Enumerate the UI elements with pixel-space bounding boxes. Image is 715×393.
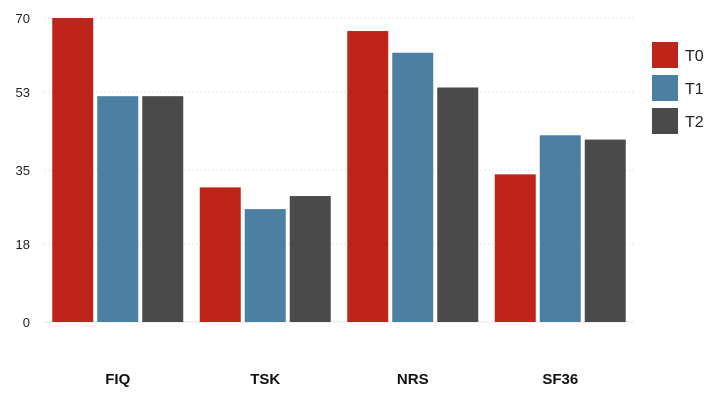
y-axis-ticks: 0 18 35 53 70	[16, 11, 30, 330]
bar-nrs-t2	[437, 87, 479, 322]
x-category-label: NRS	[397, 371, 429, 388]
legend-label: T0	[685, 48, 704, 65]
bar-tsk-t2	[289, 196, 331, 322]
bar-fiq-t1	[97, 96, 139, 323]
y-tick-label: 0	[23, 315, 30, 330]
y-tick-label: 70	[16, 11, 30, 26]
legend-swatch-t0	[652, 42, 678, 68]
bar-sf36-t1	[539, 135, 581, 322]
bar-nrs-t0	[347, 31, 389, 323]
bar-sf36-t0	[494, 174, 536, 322]
legend-label: T1	[685, 81, 704, 98]
y-tick-label: 53	[16, 85, 30, 100]
bar-sf36-t2	[584, 139, 626, 322]
x-category-label: FIQ	[105, 371, 130, 388]
x-category-label: TSK	[250, 371, 280, 388]
x-axis-categories: FIQ TSK NRS SF36	[105, 371, 578, 388]
bar-fiq-t0	[52, 18, 94, 322]
legend-swatch-t1	[652, 75, 678, 101]
bar-nrs-t1	[392, 52, 434, 322]
bar-tsk-t1	[244, 209, 286, 322]
x-category-label: SF36	[542, 371, 578, 388]
legend-swatch-t2	[652, 108, 678, 134]
bar-tsk-t0	[199, 187, 241, 322]
y-tick-label: 35	[16, 163, 30, 178]
y-tick-label: 18	[16, 237, 30, 252]
bar-fiq-t2	[142, 96, 184, 323]
legend: T0 T1 T2	[652, 42, 704, 134]
legend-label: T2	[685, 114, 704, 131]
bars	[52, 18, 626, 323]
